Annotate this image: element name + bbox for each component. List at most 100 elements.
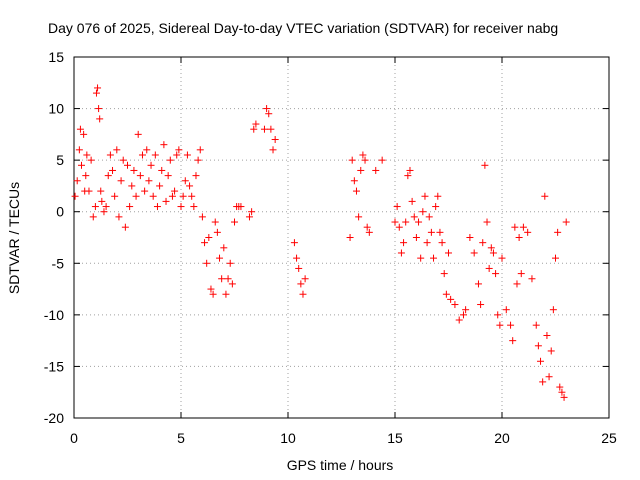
data-point — [198, 213, 206, 221]
data-point — [348, 156, 356, 164]
x-tick-label: 10 — [280, 430, 296, 446]
data-point — [361, 156, 369, 164]
data-point — [397, 249, 405, 257]
x-tick-labels: 0 5 10 15 20 25 — [70, 430, 617, 446]
data-point — [207, 285, 215, 293]
data-point — [357, 166, 365, 174]
data-point — [410, 213, 418, 221]
data-point — [160, 141, 168, 149]
data-point — [109, 166, 117, 174]
data-point — [459, 311, 467, 319]
data-point — [519, 223, 527, 231]
data-point — [149, 192, 157, 200]
data-point — [346, 234, 354, 241]
data-point — [513, 280, 521, 288]
data-point — [111, 192, 119, 200]
data-point — [502, 306, 510, 314]
x-tick-label: 20 — [494, 430, 510, 446]
data-point — [494, 311, 502, 319]
data-point — [94, 84, 102, 92]
data-point — [438, 239, 446, 247]
data-point — [440, 270, 448, 278]
data-point — [295, 264, 303, 272]
data-point — [492, 270, 500, 278]
data-point — [115, 213, 123, 221]
data-point — [485, 264, 493, 272]
data-point — [134, 130, 142, 138]
data-point — [168, 192, 176, 200]
data-point — [489, 249, 497, 257]
data-point — [515, 234, 523, 241]
data-point — [299, 290, 307, 298]
data-point — [359, 151, 367, 159]
data-point — [427, 228, 435, 236]
data-point — [524, 228, 532, 236]
data-point — [71, 192, 79, 200]
data-point — [186, 182, 194, 190]
data-point — [145, 177, 153, 185]
y-tick-label: 15 — [48, 49, 64, 65]
data-point — [352, 187, 360, 195]
data-point — [496, 321, 504, 329]
data-point — [554, 228, 562, 236]
data-point — [265, 110, 273, 118]
y-tick-label: -5 — [52, 255, 65, 271]
data-point — [391, 218, 399, 226]
data-point — [175, 146, 183, 154]
data-point — [177, 203, 185, 211]
data-point — [487, 244, 495, 252]
data-point — [218, 275, 226, 283]
data-point — [203, 259, 211, 267]
data-point — [545, 373, 553, 381]
data-point — [293, 254, 301, 262]
data-point — [222, 290, 230, 298]
data-points — [71, 84, 570, 401]
plot-frame — [73, 56, 610, 419]
data-point — [151, 151, 159, 159]
data-point — [558, 388, 566, 396]
data-point — [171, 187, 179, 195]
data-point — [549, 306, 557, 314]
data-point — [192, 172, 200, 180]
data-point — [447, 295, 455, 303]
data-point — [562, 218, 570, 226]
data-point — [442, 290, 450, 298]
data-point — [95, 105, 103, 113]
data-point — [83, 151, 91, 159]
axis-ticks — [73, 56, 610, 419]
data-point — [141, 187, 149, 195]
y-tick-label: 10 — [48, 101, 64, 117]
data-point — [528, 275, 536, 283]
data-point — [547, 347, 555, 355]
data-point — [224, 275, 232, 283]
data-point — [263, 105, 271, 113]
data-point — [166, 156, 174, 164]
data-point — [378, 156, 386, 164]
grid — [74, 57, 609, 418]
data-point — [117, 177, 125, 185]
data-point — [121, 223, 129, 231]
data-point — [552, 254, 559, 262]
data-point — [143, 146, 151, 154]
data-point — [87, 156, 95, 164]
data-point — [138, 151, 146, 159]
data-point — [404, 172, 412, 180]
data-point — [481, 161, 489, 169]
y-tick-labels: 15 10 5 0 -5 -10 -15 -20 — [44, 49, 64, 426]
data-point — [126, 203, 134, 211]
data-point — [158, 166, 166, 174]
data-point — [91, 203, 99, 211]
data-point — [82, 172, 90, 180]
data-point — [130, 166, 138, 174]
data-point — [539, 378, 547, 386]
data-point — [466, 234, 474, 241]
data-point — [153, 203, 161, 211]
data-point — [560, 393, 568, 401]
data-point — [445, 249, 452, 257]
data-point — [102, 203, 110, 211]
data-point — [220, 244, 228, 252]
data-point — [483, 218, 491, 226]
x-tick-label: 25 — [601, 430, 617, 446]
data-point — [402, 218, 410, 226]
data-point — [209, 290, 217, 298]
